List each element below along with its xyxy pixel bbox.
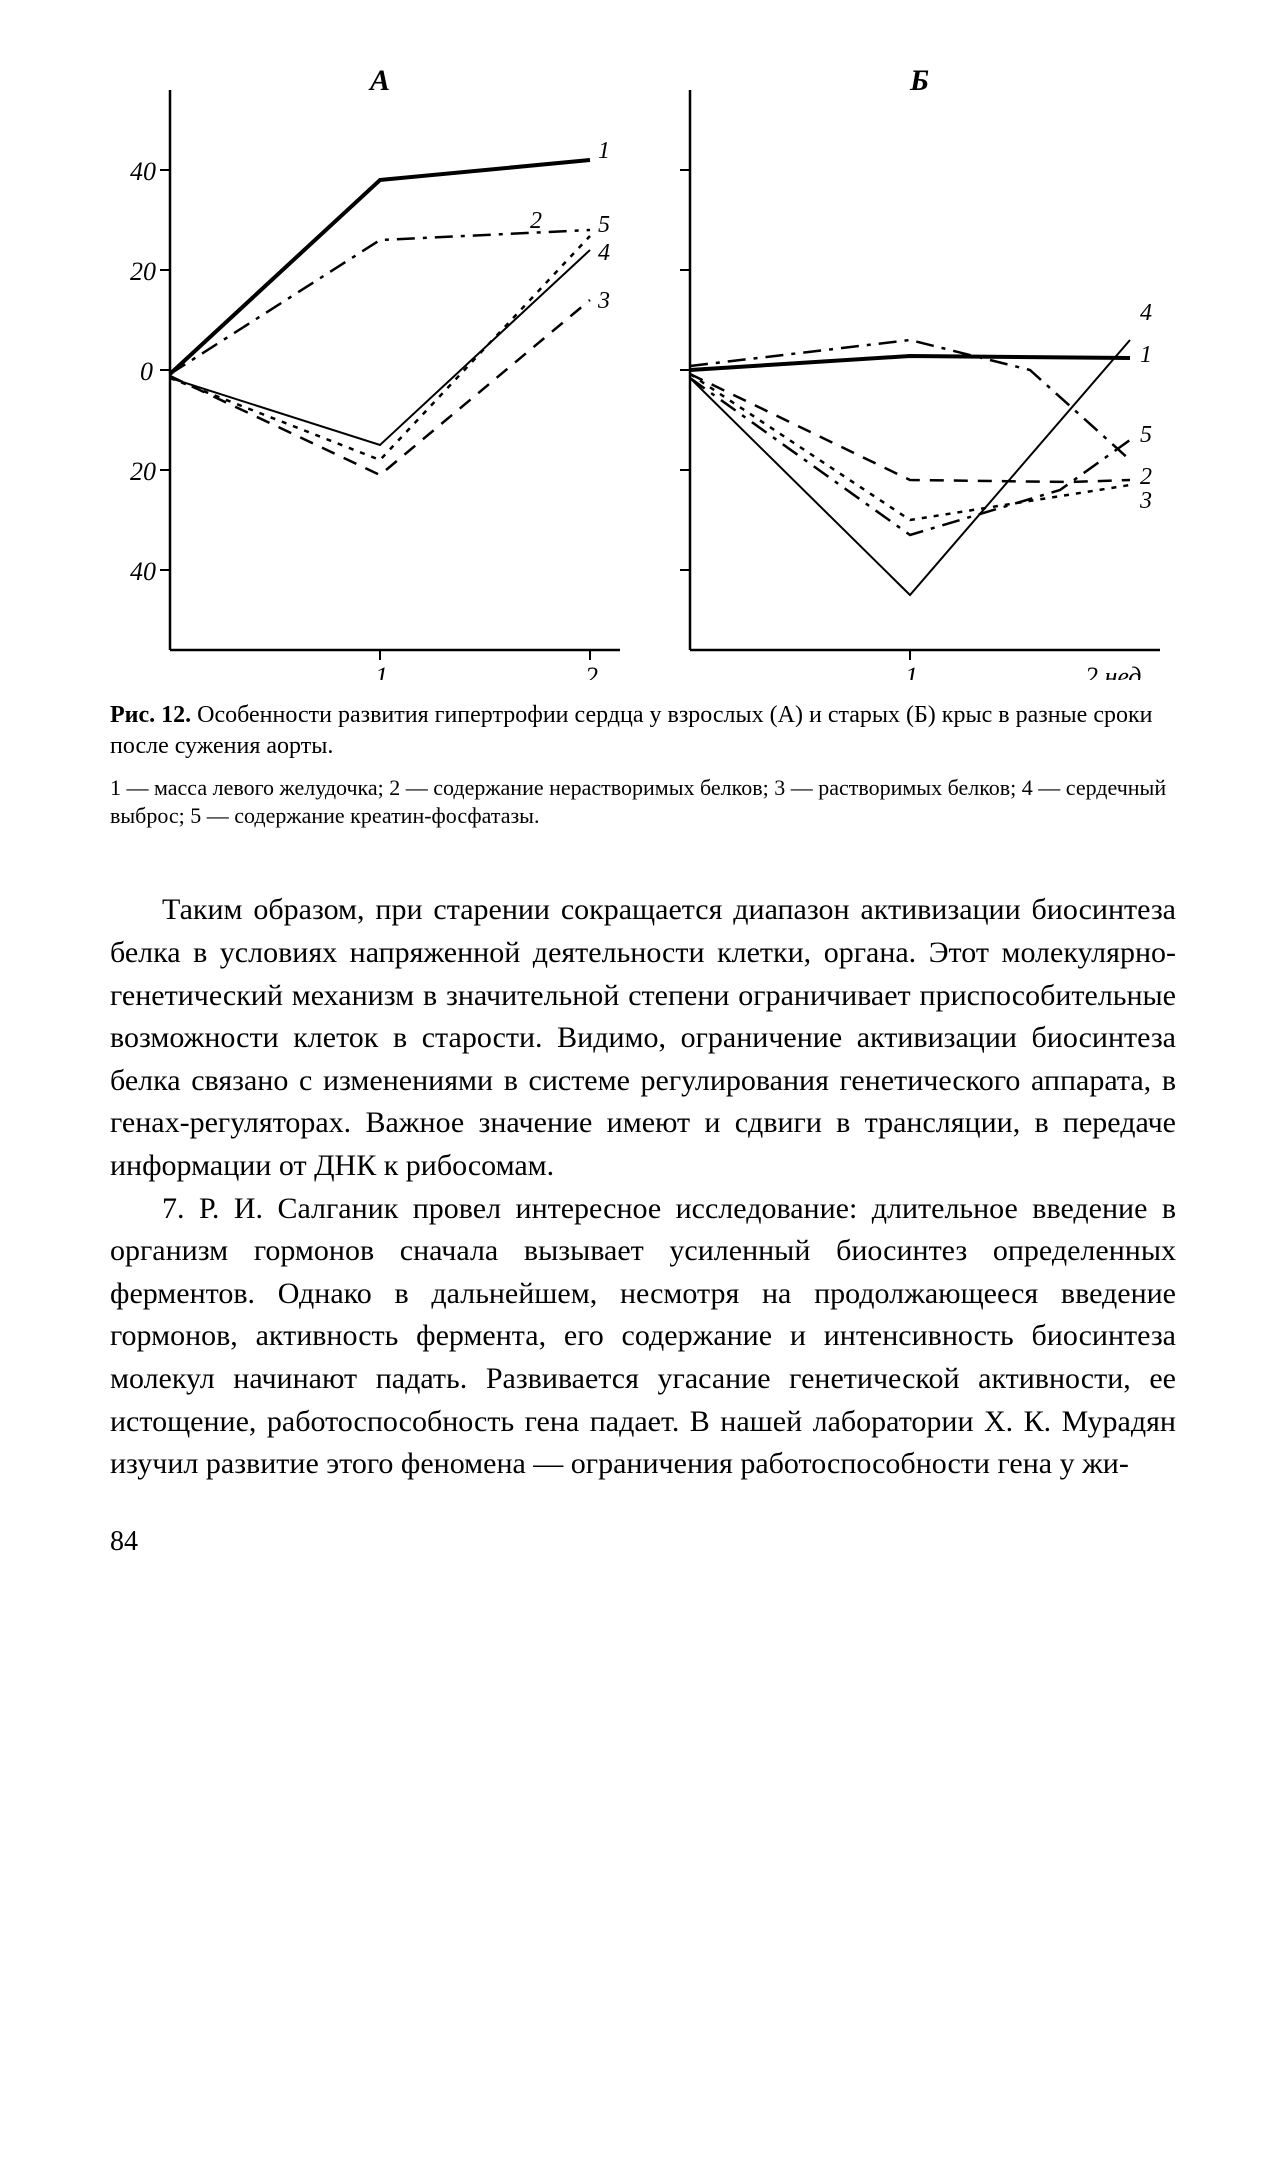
svg-text:1: 1 (1140, 342, 1152, 368)
svg-text:1: 1 (375, 662, 388, 680)
page-number: 84 (110, 1526, 1176, 1558)
svg-text:4: 4 (598, 240, 610, 266)
svg-text:Б: Б (909, 64, 929, 97)
figure-caption: Рис. 12. Особенности развития гипертрофи… (110, 700, 1176, 762)
svg-text:2: 2 (1140, 464, 1152, 490)
svg-text:А: А (368, 64, 390, 97)
svg-text:40: 40 (130, 557, 156, 586)
paragraph-2: 7. Р. И. Салганик провел интересное иссл… (110, 1188, 1176, 1486)
svg-text:5: 5 (598, 212, 610, 238)
figure-legend: 1 — масса левого желудочка; 2 — содержан… (110, 774, 1176, 829)
svg-text:2 нед: 2 нед (1085, 662, 1141, 680)
svg-text:1: 1 (598, 138, 610, 164)
chart-panel-a: 40 20 0 20 40 1 2 А 1 2 5 4 3 (110, 60, 630, 680)
svg-text:3: 3 (597, 288, 610, 314)
svg-text:0: 0 (140, 357, 153, 386)
caption-text: Особенности развития гипертрофии сердца … (110, 702, 1152, 759)
svg-text:4: 4 (1140, 300, 1152, 326)
svg-text:40: 40 (130, 157, 156, 186)
svg-text:3: 3 (1139, 488, 1152, 514)
paragraph-1: Таким образом, при старении сокращается … (110, 889, 1176, 1187)
figure-12: 40 20 0 20 40 1 2 А 1 2 5 4 3 (110, 60, 1176, 680)
svg-text:2: 2 (530, 208, 542, 234)
svg-text:20: 20 (130, 257, 156, 286)
chart-panel-b: 1 2 нед Б 1 4 5 2 3 (650, 60, 1170, 680)
caption-prefix: Рис. 12. (110, 702, 191, 728)
svg-text:20: 20 (130, 457, 156, 486)
svg-text:2: 2 (585, 662, 598, 680)
svg-text:5: 5 (1140, 422, 1152, 448)
svg-text:1: 1 (905, 662, 918, 680)
